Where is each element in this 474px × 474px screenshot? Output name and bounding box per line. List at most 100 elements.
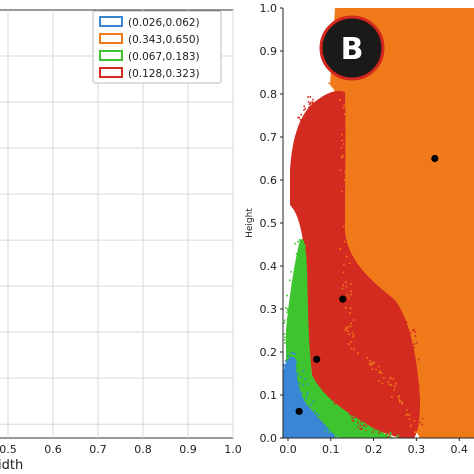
scatter-point [390, 384, 393, 386]
scatter-point [389, 431, 392, 434]
scatter-point [416, 341, 418, 344]
scatter-point [306, 385, 309, 387]
scatter-point [412, 427, 414, 429]
left-x-tick-label: 0.7 [89, 443, 107, 456]
scatter-point [372, 428, 374, 431]
scatter-point [395, 430, 397, 433]
scatter-point [410, 426, 413, 428]
badge-circle [319, 15, 385, 81]
left-x-tick-label: 0.6 [44, 443, 62, 456]
scatter-point [405, 423, 408, 426]
scatter-point [415, 417, 418, 420]
scatter-point [415, 396, 417, 399]
scatter-point [291, 352, 294, 355]
scatter-point [414, 431, 416, 433]
scatter-point [310, 221, 313, 224]
scatter-point [295, 361, 298, 364]
scatter-point [289, 357, 292, 359]
scatter-point [413, 410, 415, 413]
scatter-point [348, 262, 351, 264]
x-tick-label: 0.0 [279, 443, 297, 456]
scatter-point [344, 307, 347, 309]
scatter-point [370, 428, 373, 431]
scatter-point [374, 427, 377, 430]
scatter-point [334, 82, 336, 85]
scatter-point [351, 416, 353, 419]
scatter-point [341, 156, 344, 159]
scatter-point [302, 383, 304, 386]
scatter-point [347, 95, 350, 97]
scatter-point [387, 436, 390, 438]
legend: (0.026,0.062) (0.343,0.650) (0.067,0.183) (… [92, 10, 222, 84]
scatter-point [348, 132, 350, 134]
scatter-point [366, 429, 369, 432]
scatter-point [297, 116, 299, 119]
scatter-point [302, 370, 305, 372]
scatter-point [385, 436, 387, 438]
scatter-point [316, 240, 319, 243]
scatter-point [347, 134, 350, 136]
scatter-point [283, 333, 286, 335]
scatter-point [380, 431, 382, 434]
scatter-point [311, 102, 314, 105]
scatter-point [295, 252, 298, 255]
scatter-point [410, 424, 412, 427]
scatter-point [366, 431, 369, 434]
scatter-point [378, 431, 381, 434]
scatter-point [315, 390, 318, 392]
scatter-point [349, 413, 351, 416]
scatter-point [288, 362, 290, 364]
scatter-point [417, 385, 420, 387]
y-tick-label: 0.3 [260, 303, 278, 316]
scatter-point [368, 363, 371, 366]
scatter-point [346, 327, 348, 330]
blue-cluster-region [283, 356, 338, 438]
scatter-point [406, 409, 408, 411]
y-tick-label: 0.4 [260, 260, 278, 273]
scatter-point [342, 106, 345, 109]
badge-letter: B [341, 32, 364, 67]
scatter-point [287, 318, 289, 321]
scatter-point [324, 414, 327, 417]
scatter-point [319, 234, 321, 236]
scatter-point [414, 335, 417, 337]
scatter-point [395, 382, 397, 385]
scatter-point [344, 329, 347, 331]
scatter-point [400, 432, 403, 435]
scatter-point [291, 362, 294, 365]
y-tick-label: 1.0 [260, 2, 278, 15]
scatter-point [343, 406, 346, 409]
scatter-point [383, 433, 385, 436]
scatter-point [347, 325, 349, 328]
scatter-point [392, 378, 395, 380]
scatter-point [297, 240, 299, 243]
scatter-point [340, 156, 343, 159]
scatter-point [330, 386, 333, 389]
scatter-point [413, 427, 416, 429]
scatter-point [409, 366, 412, 369]
scatter-point [346, 293, 349, 296]
scatter-point [351, 419, 353, 422]
scatter-point [322, 412, 325, 414]
scatter-point [310, 396, 313, 399]
scatter-point [341, 133, 343, 136]
scatter-point [369, 359, 371, 362]
scatter-point [349, 156, 351, 159]
scatter-point [292, 287, 295, 289]
scatter-point [343, 263, 345, 266]
scatter-point [317, 414, 320, 417]
left-x-tick-label: 0.5 [0, 443, 17, 456]
scatter-point [285, 370, 287, 372]
scatter-point [415, 420, 417, 423]
scatter-point [421, 434, 423, 436]
scatter-point [307, 389, 310, 392]
scatter-point [360, 434, 363, 436]
scatter-point [307, 117, 309, 120]
scatter-point [409, 332, 412, 334]
right-x-ticks: 0.0 0.1 0.2 0.3 0.4 [279, 438, 468, 456]
scatter-point [412, 329, 414, 332]
legend-box [92, 10, 222, 84]
legend-swatch [99, 33, 123, 44]
scatter-point [341, 154, 344, 157]
scatter-point [284, 307, 287, 309]
